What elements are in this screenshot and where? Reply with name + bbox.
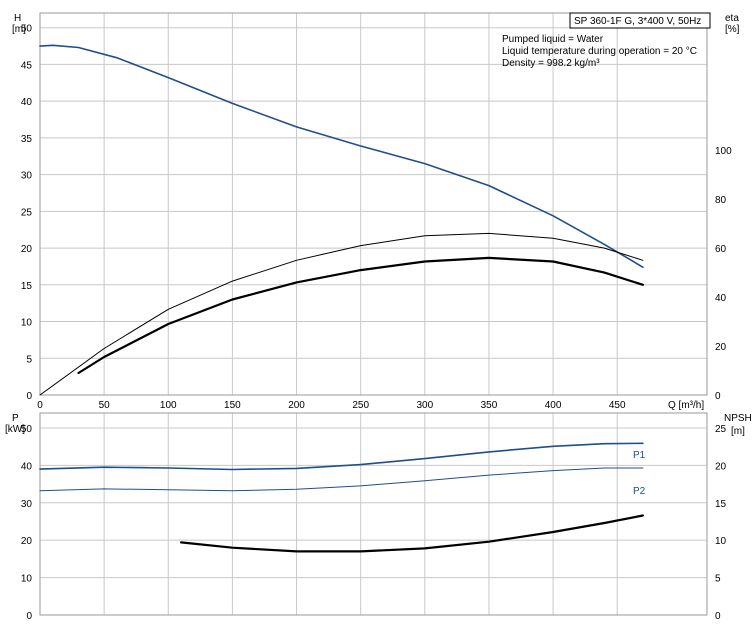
left-tick-bottom-5: 50 bbox=[21, 424, 33, 435]
series-p1 bbox=[39, 442, 644, 471]
left-tick-top-0: 0 bbox=[26, 391, 32, 402]
left-tick-top-2: 10 bbox=[21, 318, 33, 329]
left-tick-top-3: 15 bbox=[21, 281, 33, 292]
x-tick-labels: 0 50 100 150 200 250 300 350 400 450 bbox=[37, 400, 626, 411]
note-density: Density = 998.2 kg/m³ bbox=[502, 58, 600, 69]
right-tick-top-2: 40 bbox=[715, 293, 727, 304]
series-label-p1: P1 bbox=[633, 450, 646, 461]
bottom-right-tick-labels: 0 5 10 15 20 25 bbox=[715, 424, 727, 622]
x-tick-8: 400 bbox=[545, 400, 562, 411]
top-left-axis-label-line1: H bbox=[14, 13, 21, 24]
left-tick-top-5: 25 bbox=[21, 207, 33, 218]
bottom-panel-frame bbox=[39, 412, 708, 616]
right-tick-bottom-2: 10 bbox=[715, 536, 727, 547]
x-tick-3: 150 bbox=[224, 400, 241, 411]
left-tick-top-7: 35 bbox=[21, 134, 33, 145]
top-right-axis-label-line2: [%] bbox=[725, 24, 740, 35]
x-axis-label: Q [m³/h] bbox=[668, 400, 704, 411]
series-h bbox=[39, 44, 644, 268]
bottom-right-axis-label-line2: [m] bbox=[731, 426, 745, 437]
left-tick-bottom-0: 0 bbox=[26, 611, 32, 622]
x-tick-9: 450 bbox=[609, 400, 626, 411]
left-tick-top-4: 20 bbox=[21, 244, 33, 255]
chart-title-box bbox=[569, 12, 711, 29]
top-left-axis-label-line2: [m] bbox=[12, 24, 26, 35]
left-tick-bottom-2: 20 bbox=[21, 536, 33, 547]
bottom-panel-grid bbox=[40, 413, 707, 615]
left-tick-top-1: 5 bbox=[26, 354, 32, 365]
series-label-p2: P2 bbox=[633, 486, 646, 497]
left-tick-top-10: 50 bbox=[21, 24, 33, 35]
bottom-panel-series bbox=[39, 442, 644, 553]
x-tick-1: 50 bbox=[99, 400, 111, 411]
right-tick-top-0: 0 bbox=[715, 391, 721, 402]
top-left-tick-labels: 0 5 10 15 20 25 30 35 40 45 50 bbox=[21, 24, 33, 402]
right-tick-bottom-5: 25 bbox=[715, 424, 727, 435]
left-tick-bottom-3: 30 bbox=[21, 499, 33, 510]
top-panel-grid bbox=[40, 13, 707, 395]
left-tick-top-9: 45 bbox=[21, 60, 33, 71]
bottom-left-tick-labels: 0 10 20 30 40 50 bbox=[21, 424, 33, 622]
bottom-left-axis-label-line1: P bbox=[12, 413, 19, 424]
note-temperature: Liquid temperature during operation = 20… bbox=[502, 46, 697, 57]
chart-title: SP 360-1F G, 3*400 V, 50Hz bbox=[574, 16, 701, 27]
right-tick-top-3: 60 bbox=[715, 244, 727, 255]
note-liquid: Pumped liquid = Water bbox=[502, 34, 604, 45]
right-tick-bottom-4: 20 bbox=[715, 461, 727, 472]
series-eta-thin bbox=[39, 232, 644, 396]
right-tick-bottom-1: 5 bbox=[715, 574, 721, 585]
right-tick-bottom-3: 15 bbox=[715, 499, 727, 510]
series-npsh bbox=[180, 514, 644, 553]
left-tick-top-6: 30 bbox=[21, 171, 33, 182]
right-tick-top-1: 20 bbox=[715, 342, 727, 353]
x-tick-6: 300 bbox=[416, 400, 433, 411]
right-tick-top-5: 100 bbox=[715, 146, 732, 157]
left-tick-bottom-4: 40 bbox=[21, 461, 33, 472]
x-tick-7: 350 bbox=[481, 400, 498, 411]
bottom-right-axis-label-line1: NPSH bbox=[724, 413, 752, 424]
top-panel-frame bbox=[39, 12, 708, 396]
right-tick-top-4: 80 bbox=[715, 195, 727, 206]
x-tick-0: 0 bbox=[37, 400, 43, 411]
top-right-axis-label-line1: eta bbox=[725, 13, 739, 24]
left-tick-bottom-1: 10 bbox=[21, 574, 33, 585]
right-tick-bottom-0: 0 bbox=[715, 611, 721, 622]
series-eta-thick bbox=[77, 256, 644, 375]
top-right-tick-labels: 0 20 40 60 80 100 bbox=[715, 146, 732, 402]
top-panel-series bbox=[39, 44, 644, 396]
bottom-left-axis-label-line2: [kW] bbox=[5, 424, 25, 435]
x-tick-2: 100 bbox=[160, 400, 177, 411]
series-p2 bbox=[39, 467, 644, 492]
left-tick-top-8: 40 bbox=[21, 97, 33, 108]
x-tick-4: 200 bbox=[288, 400, 305, 411]
x-tick-5: 250 bbox=[352, 400, 369, 411]
